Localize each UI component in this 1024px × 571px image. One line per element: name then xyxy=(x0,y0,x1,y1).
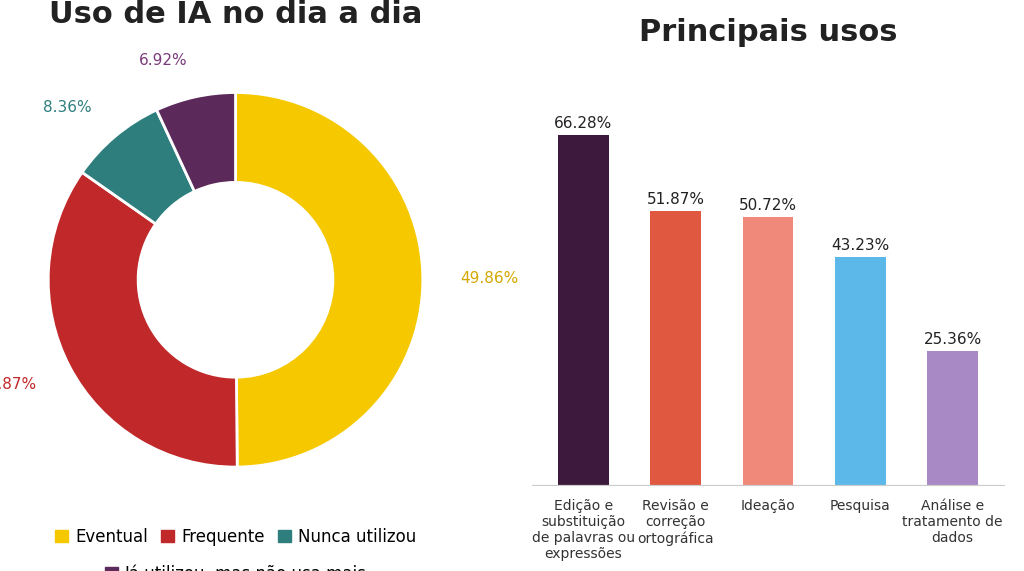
Text: 66.28%: 66.28% xyxy=(554,116,612,131)
Bar xyxy=(742,218,794,485)
Wedge shape xyxy=(82,110,195,224)
Text: 8.36%: 8.36% xyxy=(43,100,91,115)
Title: Principais usos: Principais usos xyxy=(639,18,897,47)
Bar xyxy=(835,257,886,485)
Text: 34.87%: 34.87% xyxy=(0,377,37,392)
Text: 25.36%: 25.36% xyxy=(924,332,982,347)
Title: Uso de IA no dia a dia: Uso de IA no dia a dia xyxy=(49,1,422,30)
Text: 50.72%: 50.72% xyxy=(739,198,797,213)
Legend: Já utilizou, mas não usa mais: Já utilizou, mas não usa mais xyxy=(98,558,373,571)
Text: 6.92%: 6.92% xyxy=(138,53,187,68)
Wedge shape xyxy=(236,93,423,467)
Bar xyxy=(650,211,701,485)
Text: 51.87%: 51.87% xyxy=(646,192,705,207)
Bar xyxy=(928,351,978,485)
Text: 43.23%: 43.23% xyxy=(831,238,890,253)
Bar xyxy=(558,135,608,485)
Wedge shape xyxy=(48,172,238,467)
Wedge shape xyxy=(157,93,236,191)
Text: 49.86%: 49.86% xyxy=(460,271,518,286)
